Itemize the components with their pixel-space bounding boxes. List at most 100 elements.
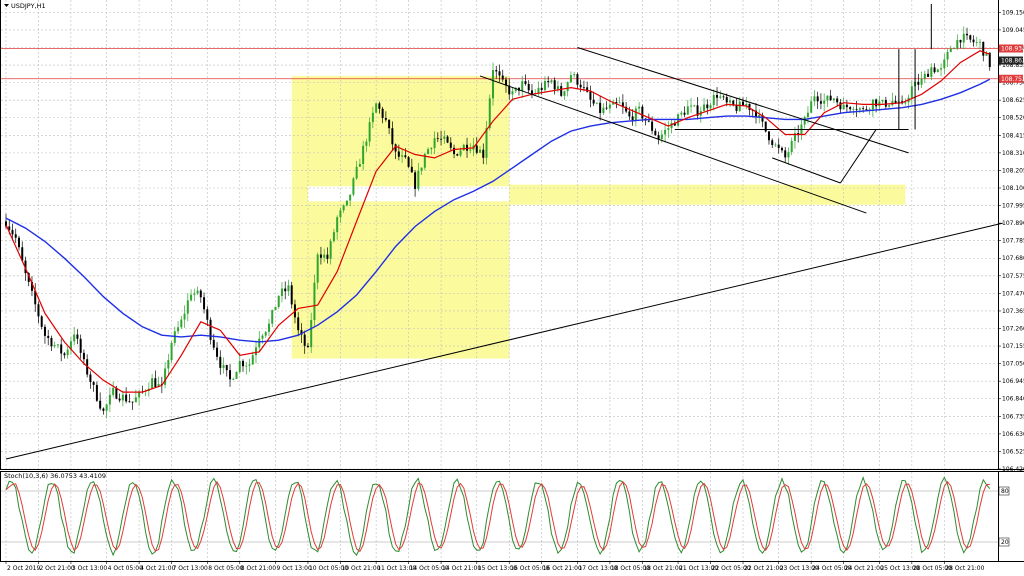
bear-candle <box>391 128 394 145</box>
bull-candle <box>459 150 462 156</box>
bull-candle <box>729 100 732 103</box>
bear-candle <box>95 384 98 401</box>
bear-candle <box>767 131 770 141</box>
bear-candle <box>225 365 228 371</box>
time-axis: 2 Oct 2019 2 Oct 21:003 Oct 13:00 4 Oct 05… <box>5 561 985 572</box>
bear-candle <box>501 75 504 80</box>
bull-candle <box>462 144 465 151</box>
bull-candle <box>888 105 891 107</box>
bear-candle <box>780 147 783 151</box>
bear-candle <box>209 319 212 340</box>
x-tick-label: 22 Oct 05:00 <box>712 565 751 572</box>
bull-candle <box>427 149 430 154</box>
bear-candle <box>21 247 24 261</box>
bear-candle <box>306 345 309 348</box>
bull-candle <box>248 364 251 366</box>
bull-candle <box>709 105 712 109</box>
bear-candle <box>504 79 507 86</box>
x-tick-label: 7 Oct 13:00 <box>173 565 208 572</box>
bull-candle <box>787 152 790 158</box>
bull-candle <box>105 404 108 411</box>
bull-candle <box>826 95 829 101</box>
bull-candle <box>138 391 141 398</box>
bull-candle <box>332 232 335 242</box>
bear-candle <box>378 103 381 109</box>
highlight-zone <box>291 75 510 359</box>
bull-candle <box>371 112 374 123</box>
bear-candle <box>410 166 413 173</box>
bear-candle <box>784 150 787 158</box>
bull-candle <box>134 397 137 403</box>
bear-candle <box>76 334 79 339</box>
bear-candle <box>63 353 66 356</box>
y-tick-label: 108.520 <box>1002 115 1024 122</box>
bull-candle <box>485 128 488 158</box>
x-tick-label: 8 Oct 21:00 <box>241 565 276 572</box>
bull-candle <box>719 96 722 98</box>
bull-candle <box>277 295 280 307</box>
bull-candle <box>670 122 673 129</box>
bear-candle <box>92 382 95 385</box>
bull-candle <box>953 48 956 50</box>
y-tick-label: 107.260 <box>1002 325 1024 332</box>
bull-candle <box>693 105 696 107</box>
bear-candle <box>933 67 936 73</box>
x-tick-label: 28 Oct 21:00 <box>945 565 984 572</box>
bull-candle <box>511 91 514 95</box>
oscillator-label: Stoch(10,3,6) 36.0753 43.4109 <box>4 472 106 480</box>
bull-candle <box>790 140 793 153</box>
bull-candle <box>660 134 663 140</box>
bull-candle <box>342 205 345 211</box>
bear-candle <box>326 254 329 259</box>
bear-candle <box>199 290 202 298</box>
x-tick-label: 25 Oct 13:00 <box>880 565 919 572</box>
bull-candle <box>433 138 436 148</box>
bull-candle <box>793 133 796 141</box>
bull-candle <box>316 254 319 283</box>
y-tick-label: 107.575 <box>1002 273 1024 280</box>
bull-candle <box>664 129 667 135</box>
bull-candle <box>488 98 491 129</box>
bear-candle <box>524 81 527 84</box>
y-tick-label: 108.415 <box>1002 132 1024 139</box>
x-tick-label: 10 Oct 05:00 <box>309 565 348 572</box>
bear-candle <box>849 107 852 110</box>
chevron-down-icon[interactable] <box>4 4 9 7</box>
stochastic-oscillator: 80 20 <box>1 475 1010 557</box>
bear-candle <box>118 398 121 401</box>
bull-candle <box>595 102 598 104</box>
bear-candle <box>865 109 868 110</box>
bear-candle <box>761 114 764 122</box>
x-tick-label: 17 Oct 13:00 <box>578 565 617 572</box>
bear-candle <box>582 87 585 89</box>
price-tag <box>999 44 1023 53</box>
slow-moving-average <box>5 78 991 343</box>
x-tick-label: 4 Oct 05:00 <box>108 565 143 572</box>
bull-candle <box>238 360 241 373</box>
bull-candle <box>573 74 576 76</box>
bear-candle <box>290 285 293 305</box>
bull-candle <box>738 101 741 111</box>
chart-title: USDJPY,H1 <box>11 2 46 10</box>
x-tick-label: 16 Oct 05:00 <box>510 565 549 572</box>
oscillator-level-label: 20 <box>1001 539 1009 546</box>
bull-candle <box>612 102 615 105</box>
bear-candle <box>625 106 628 112</box>
bull-candle <box>245 365 248 367</box>
bear-candle <box>303 334 306 346</box>
bull-candle <box>823 100 826 104</box>
bull-candle <box>329 241 332 259</box>
bear-candle <box>517 87 520 91</box>
bear-candle <box>397 151 400 157</box>
price-tag-label: 108.862 <box>1001 58 1024 65</box>
bear-candle <box>845 104 848 108</box>
bear-candle <box>917 81 920 85</box>
bull-candle <box>170 342 173 361</box>
bear-candle <box>764 121 767 132</box>
bear-candle <box>855 108 858 110</box>
bull-candle <box>235 372 238 379</box>
bear-candle <box>647 120 650 122</box>
bear-candle <box>466 144 469 151</box>
x-tick-label: 8 Oct 05:00 <box>208 565 243 572</box>
